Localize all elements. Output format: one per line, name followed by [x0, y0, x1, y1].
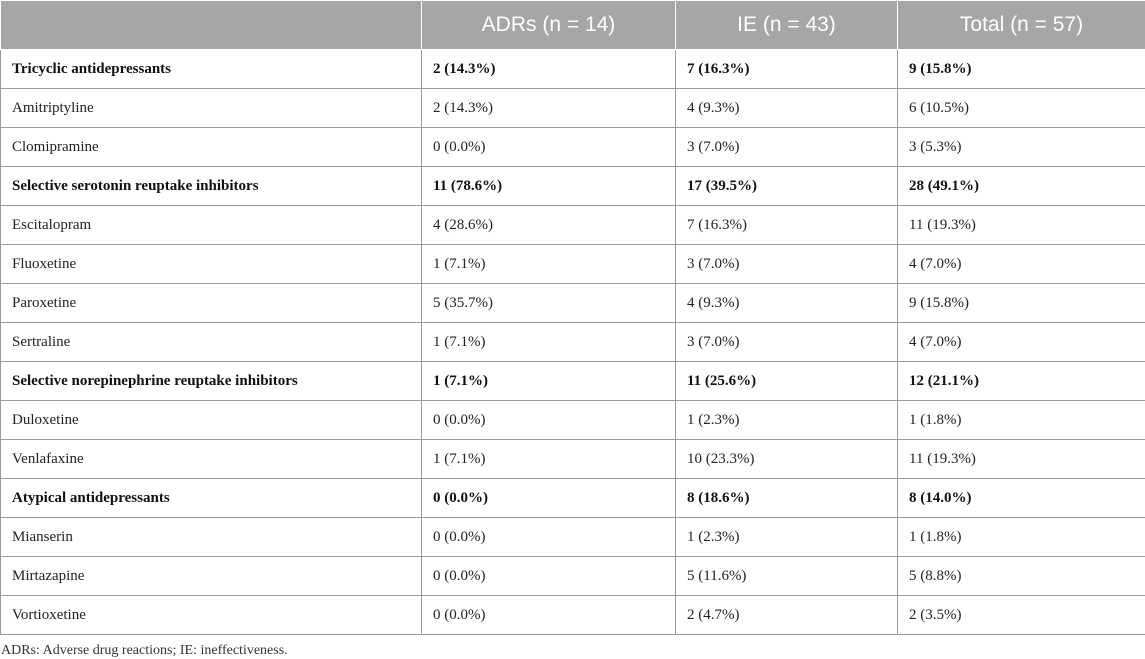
ie-cell: 1 (2.3%): [676, 401, 898, 440]
adrs-cell: 1 (7.1%): [422, 362, 676, 401]
drug-name-cell: Mirtazapine: [1, 557, 422, 596]
adrs-cell: 4 (28.6%): [422, 206, 676, 245]
total-cell: 28 (49.1%): [898, 167, 1145, 206]
total-cell: 4 (7.0%): [898, 323, 1145, 362]
adrs-cell: 11 (78.6%): [422, 167, 676, 206]
drug-name-cell: Tricyclic antidepressants: [1, 50, 422, 89]
header-total: Total (n = 57): [898, 1, 1145, 50]
ie-cell: 4 (9.3%): [676, 89, 898, 128]
drug-name-cell: Sertraline: [1, 323, 422, 362]
adrs-cell: 0 (0.0%): [422, 479, 676, 518]
drug-name-cell: Fluoxetine: [1, 245, 422, 284]
total-cell: 1 (1.8%): [898, 401, 1145, 440]
adrs-cell: 1 (7.1%): [422, 440, 676, 479]
antidepressant-table: ADRs (n = 14) IE (n = 43) Total (n = 57)…: [0, 0, 1145, 635]
ie-cell: 3 (7.0%): [676, 323, 898, 362]
header-ie: IE (n = 43): [676, 1, 898, 50]
ie-cell: 7 (16.3%): [676, 50, 898, 89]
table-footnote: ADRs: Adverse drug reactions; IE: ineffe…: [1, 643, 1145, 659]
drug-name-cell: Venlafaxine: [1, 440, 422, 479]
total-cell: 9 (15.8%): [898, 50, 1145, 89]
total-cell: 9 (15.8%): [898, 284, 1145, 323]
drug-name-cell: Mianserin: [1, 518, 422, 557]
total-cell: 5 (8.8%): [898, 557, 1145, 596]
ie-cell: 8 (18.6%): [676, 479, 898, 518]
total-cell: 11 (19.3%): [898, 206, 1145, 245]
table-header: ADRs (n = 14) IE (n = 43) Total (n = 57): [1, 1, 1145, 50]
adrs-cell: 0 (0.0%): [422, 557, 676, 596]
drug-name-cell: Vortioxetine: [1, 596, 422, 635]
adrs-cell: 2 (14.3%): [422, 89, 676, 128]
adrs-cell: 1 (7.1%): [422, 323, 676, 362]
drug-name-cell: Selective norepinephrine reuptake inhibi…: [1, 362, 422, 401]
adrs-cell: 5 (35.7%): [422, 284, 676, 323]
ie-cell: 11 (25.6%): [676, 362, 898, 401]
header-row: ADRs (n = 14) IE (n = 43) Total (n = 57): [1, 1, 1145, 50]
drug-name-cell: Amitriptyline: [1, 89, 422, 128]
drug-name-cell: Atypical antidepressants: [1, 479, 422, 518]
total-cell: 3 (5.3%): [898, 128, 1145, 167]
adrs-cell: 1 (7.1%): [422, 245, 676, 284]
total-cell: 6 (10.5%): [898, 89, 1145, 128]
ie-cell: 4 (9.3%): [676, 284, 898, 323]
ie-cell: 17 (39.5%): [676, 167, 898, 206]
drug-name-cell: Escitalopram: [1, 206, 422, 245]
ie-cell: 5 (11.6%): [676, 557, 898, 596]
ie-cell: 3 (7.0%): [676, 245, 898, 284]
table-group-row: Selective norepinephrine reuptake inhibi…: [1, 362, 1145, 401]
header-adrs: ADRs (n = 14): [422, 1, 676, 50]
drug-name-cell: Duloxetine: [1, 401, 422, 440]
ie-cell: 3 (7.0%): [676, 128, 898, 167]
adrs-cell: 0 (0.0%): [422, 596, 676, 635]
drug-name-cell: Selective serotonin reuptake inhibitors: [1, 167, 422, 206]
adrs-cell: 0 (0.0%): [422, 128, 676, 167]
adrs-cell: 2 (14.3%): [422, 50, 676, 89]
drug-name-cell: Paroxetine: [1, 284, 422, 323]
total-cell: 1 (1.8%): [898, 518, 1145, 557]
drug-name-cell: Clomipramine: [1, 128, 422, 167]
total-cell: 8 (14.0%): [898, 479, 1145, 518]
total-cell: 2 (3.5%): [898, 596, 1145, 635]
adrs-cell: 0 (0.0%): [422, 518, 676, 557]
total-cell: 12 (21.1%): [898, 362, 1145, 401]
ie-cell: 1 (2.3%): [676, 518, 898, 557]
total-cell: 4 (7.0%): [898, 245, 1145, 284]
total-cell: 11 (19.3%): [898, 440, 1145, 479]
ie-cell: 10 (23.3%): [676, 440, 898, 479]
adrs-cell: 0 (0.0%): [422, 401, 676, 440]
ie-cell: 7 (16.3%): [676, 206, 898, 245]
header-drug-class: [1, 1, 422, 50]
ie-cell: 2 (4.7%): [676, 596, 898, 635]
